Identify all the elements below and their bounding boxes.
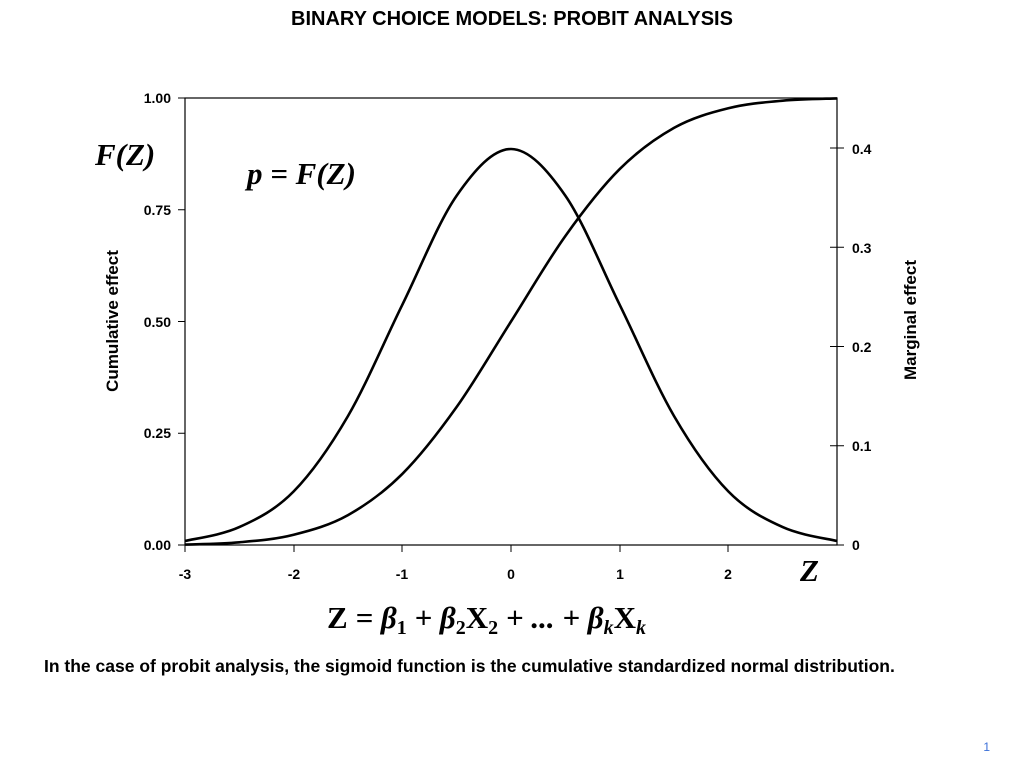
right-axis [830,147,844,546]
y-tick-label: 0.25 [144,425,171,441]
x-tick-label: -3 [179,566,192,582]
slide-caption: In the case of probit analysis, the sigm… [44,656,895,676]
index-function-equation: Z = β1 + β2X2 + ... + βkXk [327,600,646,639]
y2-tick-label: 0.1 [852,438,872,454]
y-tick-label: 0.00 [144,537,171,553]
y-tick-label: 0.75 [144,202,171,218]
y2-tick-label: 0.4 [852,141,872,157]
x-tick-label: 2 [724,566,732,582]
z-axis-math-label: Z [799,553,819,588]
x-tick-label: 1 [616,566,624,582]
cumulative-effect-curve [184,97,838,546]
y2-tick-label: 0.2 [852,339,872,355]
y2-tick-label: 0.3 [852,240,872,256]
x-tick-label: -2 [288,566,301,582]
slide-title: BINARY CHOICE MODELS: PROBIT ANALYSIS [291,8,733,30]
probability-equation: p = F(Z) [244,156,356,191]
probit-chart: 1.00 0.75 0.50 0.25 0.00 0.4 0.3 0.2 0.1… [94,90,920,639]
left-axis-title: Cumulative effect [103,250,122,392]
y-tick-label: 1.00 [144,90,171,106]
x-tick-label: 0 [507,566,515,582]
f-of-z-label: F(Z) [94,137,155,172]
marginal-effect-curve [184,147,838,543]
right-axis-title: Marginal effect [901,260,920,380]
x-tick-label: -1 [396,566,409,582]
y2-tick-label: 0 [852,537,860,553]
x-axis [184,545,729,552]
y-tick-label: 0.50 [144,314,171,330]
left-axis [178,97,185,546]
page-number: 1 [983,740,990,754]
